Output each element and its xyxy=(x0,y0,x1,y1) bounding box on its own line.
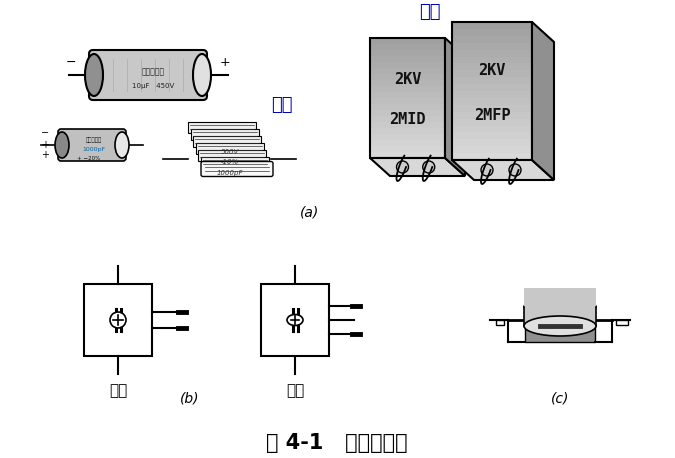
Bar xyxy=(370,104,445,110)
Circle shape xyxy=(396,161,408,173)
Polygon shape xyxy=(445,38,465,176)
Bar xyxy=(261,284,329,356)
Text: 图 4-1   常用电容器: 图 4-1 常用电容器 xyxy=(266,433,408,453)
Bar xyxy=(524,288,596,326)
Bar xyxy=(84,284,152,356)
Bar xyxy=(370,62,445,68)
Bar xyxy=(370,98,445,104)
Bar xyxy=(370,56,445,62)
Text: 云母: 云母 xyxy=(271,96,293,114)
Bar xyxy=(196,142,263,153)
Bar xyxy=(193,136,261,147)
Bar xyxy=(452,91,532,98)
FancyBboxPatch shape xyxy=(89,50,207,100)
Bar xyxy=(496,320,504,325)
Bar xyxy=(452,119,532,125)
Bar xyxy=(200,157,269,168)
Bar xyxy=(370,122,445,128)
Text: +: + xyxy=(41,140,49,150)
Bar xyxy=(198,149,266,160)
Bar xyxy=(452,29,532,36)
Bar xyxy=(370,74,445,80)
Text: -10%: -10% xyxy=(221,159,238,165)
Text: 500V: 500V xyxy=(220,149,239,155)
Circle shape xyxy=(481,164,493,176)
Bar xyxy=(452,36,532,43)
Bar xyxy=(452,22,532,29)
Bar xyxy=(370,134,445,140)
Bar xyxy=(452,84,532,91)
Bar xyxy=(452,139,532,146)
Bar xyxy=(370,140,445,146)
Bar xyxy=(452,49,532,56)
Polygon shape xyxy=(532,22,554,180)
Circle shape xyxy=(423,161,435,173)
Text: 2KV: 2KV xyxy=(479,63,506,78)
Ellipse shape xyxy=(524,297,596,317)
Bar xyxy=(452,105,532,112)
Circle shape xyxy=(110,312,126,328)
Bar xyxy=(452,153,532,160)
Ellipse shape xyxy=(193,54,211,96)
Text: +: + xyxy=(219,55,230,69)
Bar xyxy=(370,128,445,134)
Bar xyxy=(452,112,532,119)
Text: 单联: 单联 xyxy=(109,383,127,398)
Bar xyxy=(188,121,256,132)
Text: (a): (a) xyxy=(300,205,320,219)
Ellipse shape xyxy=(287,315,303,326)
Circle shape xyxy=(509,164,521,176)
Text: +: + xyxy=(41,150,49,160)
Text: (b): (b) xyxy=(180,391,200,405)
Text: 无极性电容: 无极性电容 xyxy=(86,137,102,143)
Bar xyxy=(370,80,445,86)
Bar xyxy=(452,77,532,84)
Text: 油质: 油质 xyxy=(419,3,441,21)
Text: −: − xyxy=(65,55,76,69)
Bar xyxy=(452,98,532,105)
FancyBboxPatch shape xyxy=(58,129,126,161)
Polygon shape xyxy=(452,160,554,180)
Text: 双联: 双联 xyxy=(286,383,304,398)
Bar xyxy=(452,43,532,49)
Bar xyxy=(370,92,445,98)
Ellipse shape xyxy=(524,316,596,336)
Ellipse shape xyxy=(85,54,103,96)
Bar xyxy=(370,44,445,50)
Bar xyxy=(370,146,445,152)
Bar xyxy=(370,50,445,56)
Bar xyxy=(190,129,259,140)
Bar xyxy=(452,56,532,63)
Text: 2KV: 2KV xyxy=(394,72,421,87)
Bar xyxy=(370,38,445,44)
Bar xyxy=(525,324,595,342)
Bar xyxy=(452,63,532,70)
Bar xyxy=(370,110,445,116)
Bar xyxy=(370,68,445,74)
Text: 电解电容器: 电解电容器 xyxy=(142,67,165,76)
Bar xyxy=(452,132,532,139)
Bar xyxy=(452,125,532,132)
Ellipse shape xyxy=(115,132,129,158)
Bar xyxy=(452,70,532,77)
Bar xyxy=(370,86,445,92)
Bar xyxy=(616,320,628,325)
Bar xyxy=(452,146,532,153)
Ellipse shape xyxy=(55,132,69,158)
Text: + −20%: + −20% xyxy=(78,156,101,160)
Text: 10μF   450V: 10μF 450V xyxy=(132,83,174,89)
Text: 2MID: 2MID xyxy=(389,112,426,127)
Text: (c): (c) xyxy=(551,391,569,405)
Polygon shape xyxy=(370,158,465,176)
Text: 1000pF: 1000pF xyxy=(216,170,243,176)
Text: −: − xyxy=(41,128,49,138)
Text: 2MFP: 2MFP xyxy=(474,109,510,123)
Text: 1000pF: 1000pF xyxy=(82,147,105,153)
Bar xyxy=(370,152,445,158)
Bar xyxy=(370,116,445,122)
FancyBboxPatch shape xyxy=(201,162,273,176)
